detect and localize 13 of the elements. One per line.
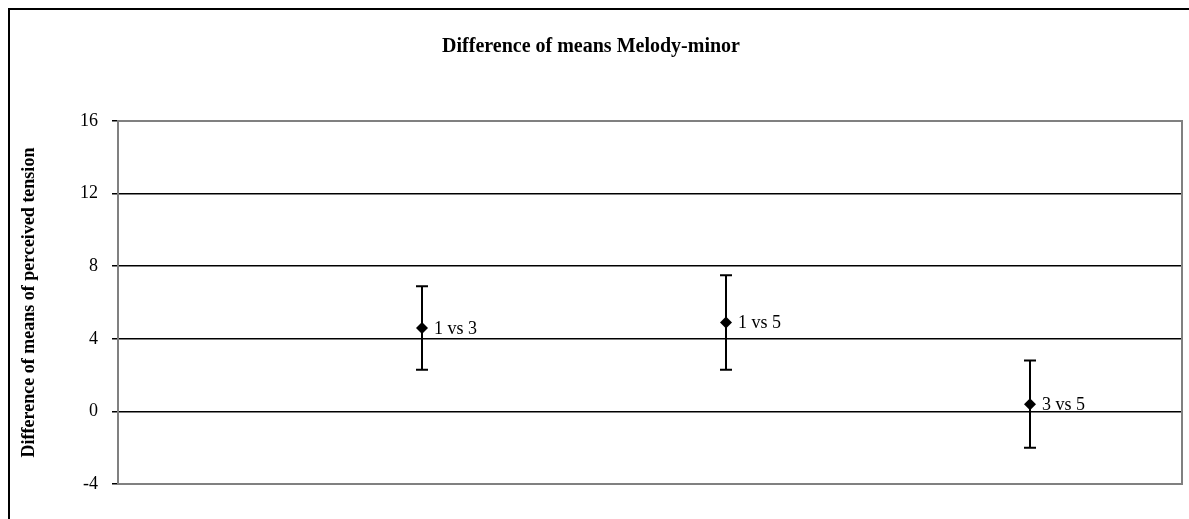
x-tick-label: 1 vs 5 bbox=[738, 312, 782, 333]
chart-title: Difference of means Melody-minor bbox=[442, 34, 741, 58]
y-axis-title: Difference of means of perceived tension bbox=[18, 147, 39, 458]
x-tick-label: 3 vs 5 bbox=[1042, 393, 1086, 414]
y-tick-label: 0 bbox=[89, 400, 98, 421]
y-tick-label: 16 bbox=[80, 109, 98, 130]
y-tick-label: 4 bbox=[89, 327, 98, 348]
y-tick-label: -4 bbox=[83, 472, 98, 493]
point bbox=[1024, 398, 1036, 411]
point bbox=[720, 316, 732, 329]
y-tick-label: 8 bbox=[89, 254, 98, 275]
y-tick-label: 12 bbox=[80, 182, 98, 203]
x-tick-label: 1 vs 3 bbox=[434, 317, 478, 338]
